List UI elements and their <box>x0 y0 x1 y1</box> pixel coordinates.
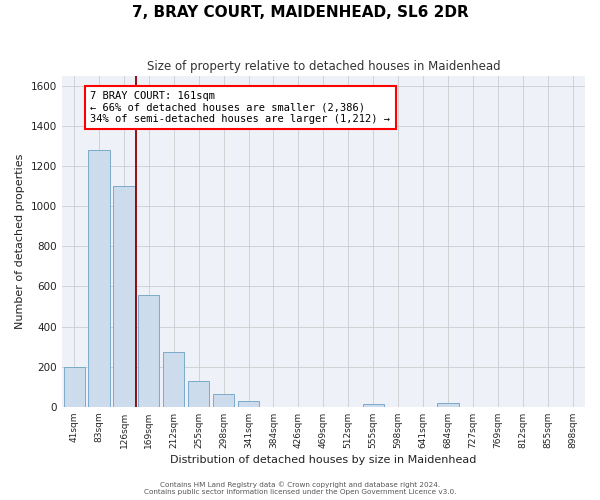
Bar <box>437 403 458 407</box>
X-axis label: Distribution of detached houses by size in Maidenhead: Distribution of detached houses by size … <box>170 455 476 465</box>
Text: 7, BRAY COURT, MAIDENHEAD, SL6 2DR: 7, BRAY COURT, MAIDENHEAD, SL6 2DR <box>131 5 469 20</box>
Text: 7 BRAY COURT: 161sqm
← 66% of detached houses are smaller (2,386)
34% of semi-de: 7 BRAY COURT: 161sqm ← 66% of detached h… <box>91 91 391 124</box>
Bar <box>238 401 259 407</box>
Y-axis label: Number of detached properties: Number of detached properties <box>15 154 25 329</box>
Title: Size of property relative to detached houses in Maidenhead: Size of property relative to detached ho… <box>146 60 500 73</box>
Bar <box>213 394 234 407</box>
Bar <box>64 366 85 407</box>
Bar <box>163 352 184 407</box>
Bar <box>362 404 384 407</box>
Text: Contains HM Land Registry data © Crown copyright and database right 2024.
Contai: Contains HM Land Registry data © Crown c… <box>144 482 456 495</box>
Bar <box>88 150 110 407</box>
Bar <box>138 296 160 407</box>
Bar <box>113 186 134 407</box>
Bar <box>188 380 209 407</box>
